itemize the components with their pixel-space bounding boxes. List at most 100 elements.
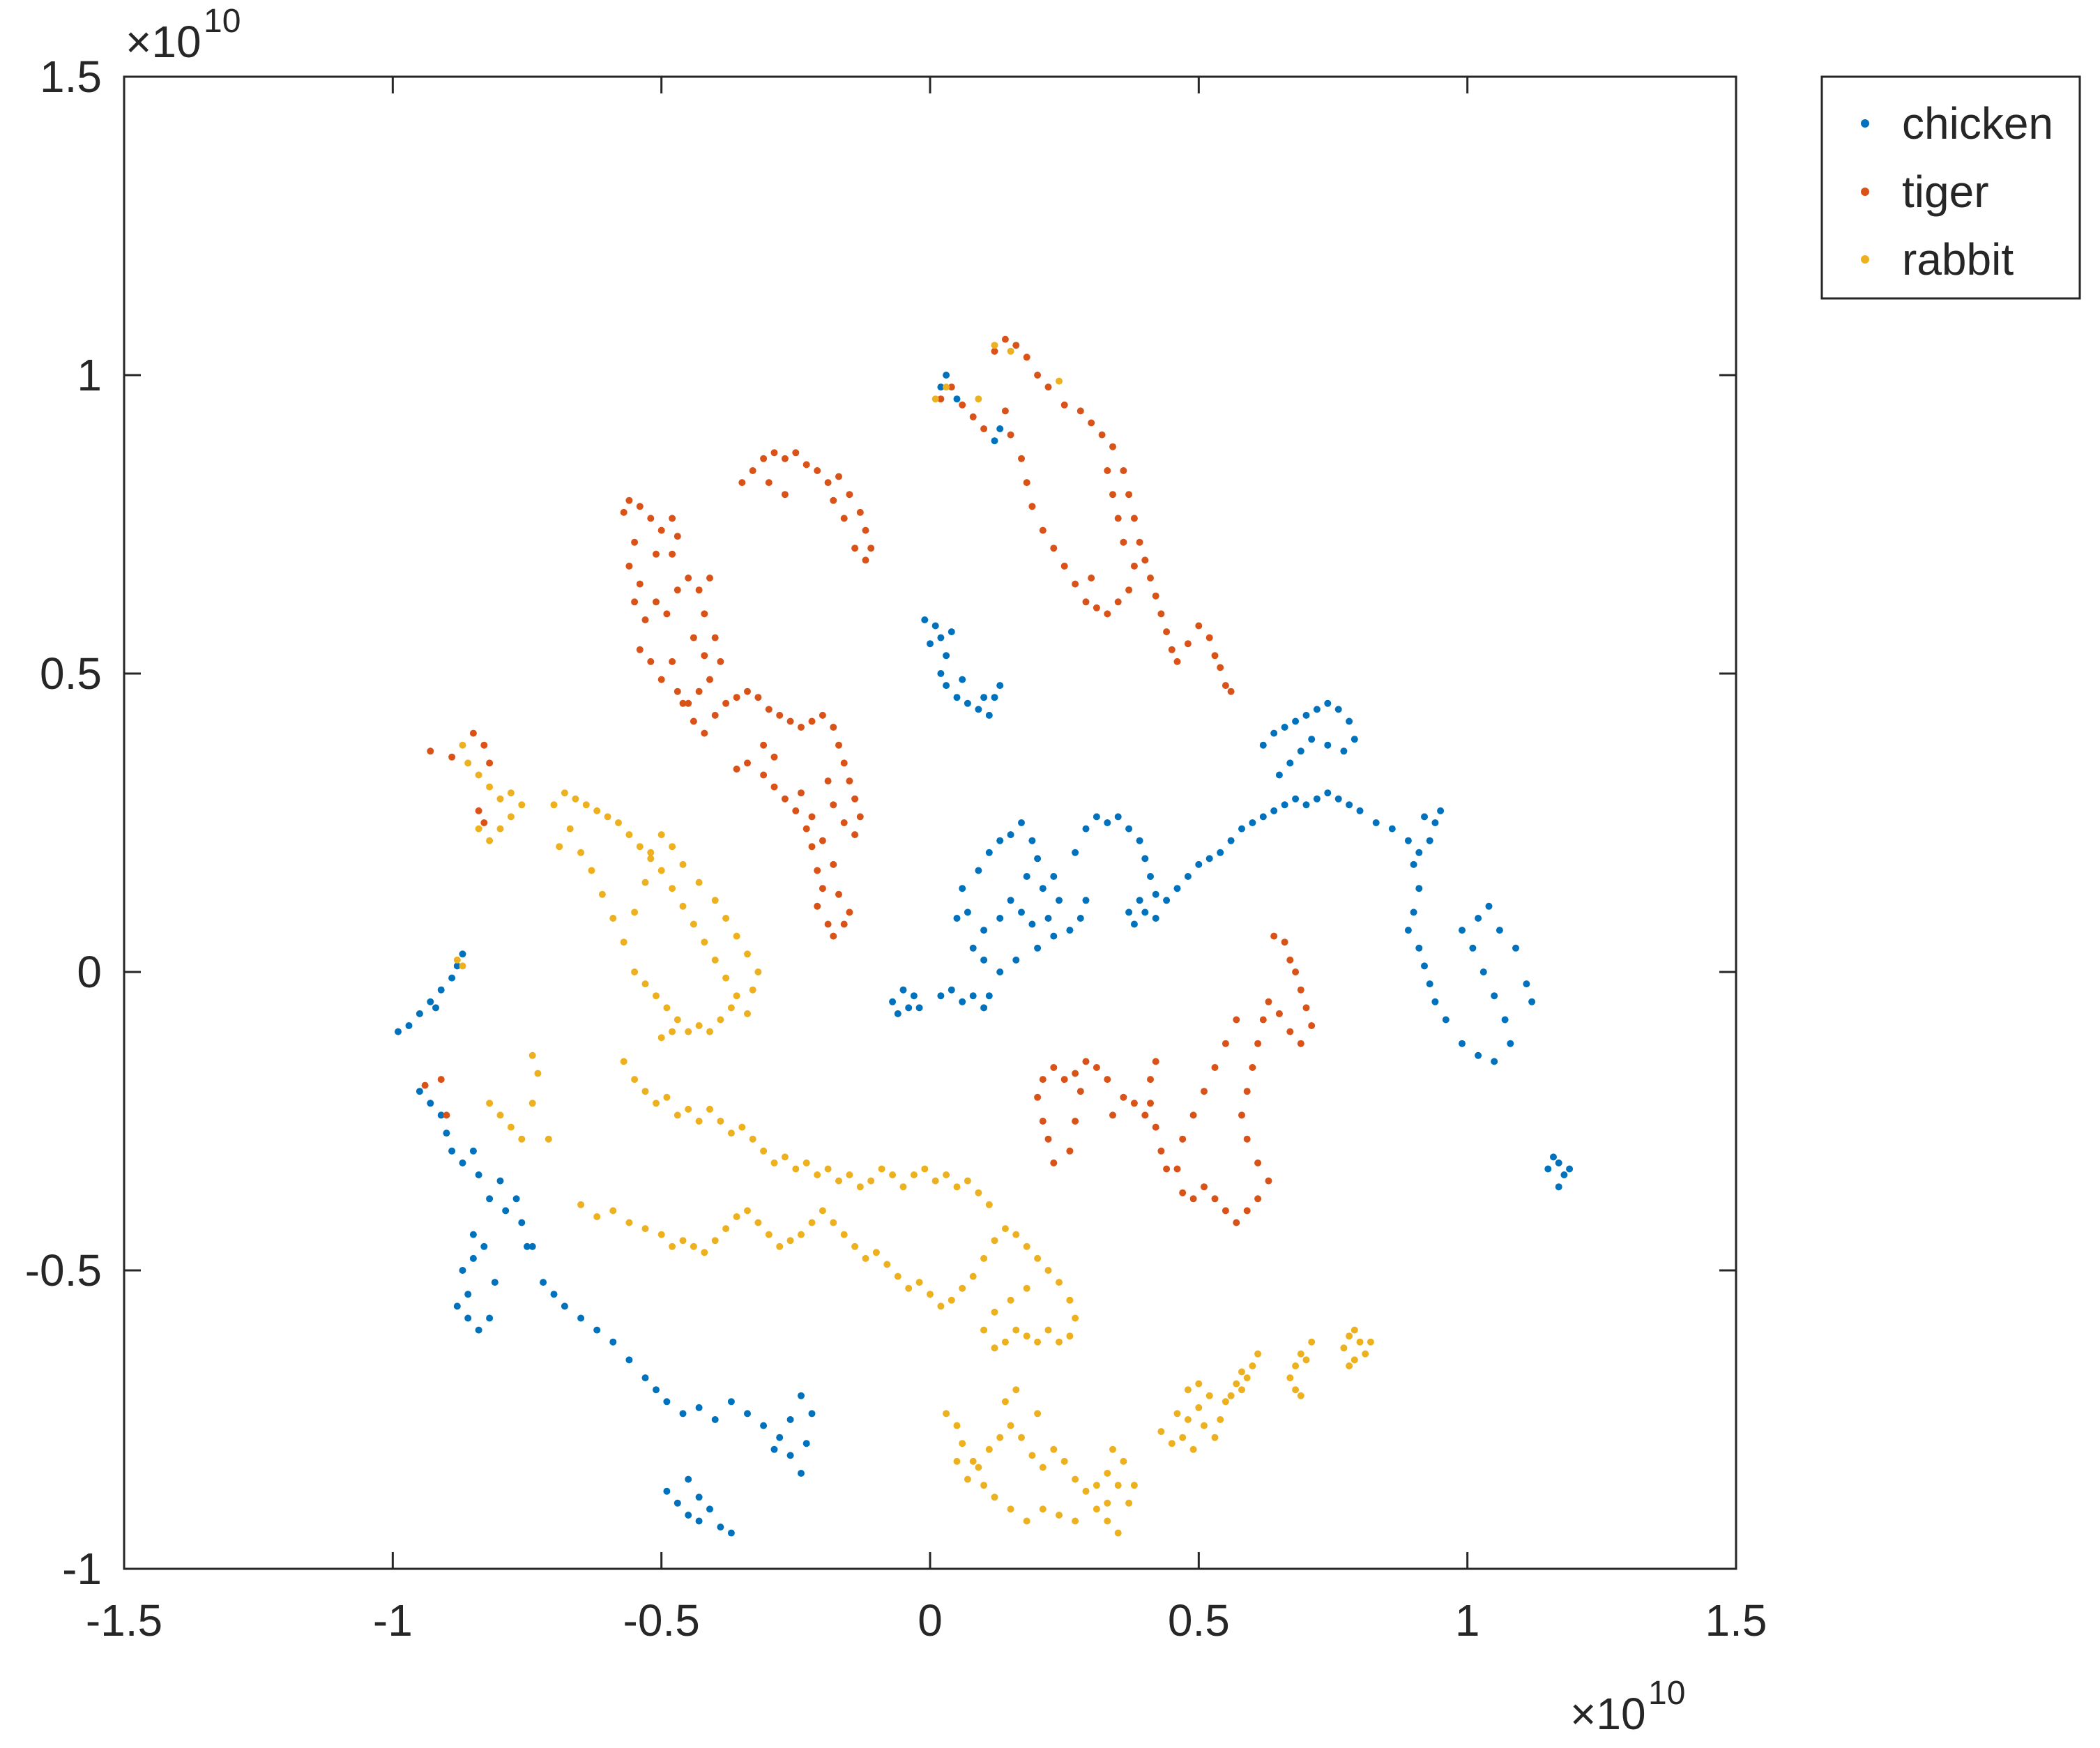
data-point-chicken <box>459 950 466 958</box>
legend-label-chicken: chicken <box>1902 98 2053 149</box>
data-point-tiger <box>830 724 837 731</box>
data-point-tiger <box>1254 1040 1262 1047</box>
data-point-chicken <box>432 1004 439 1012</box>
data-point-tiger <box>856 508 864 516</box>
data-point-rabbit <box>1205 1392 1213 1399</box>
data-point-chicken <box>1292 795 1300 803</box>
data-point-rabbit <box>598 890 606 898</box>
data-point-chicken <box>1459 927 1466 934</box>
data-point-chicken <box>1421 962 1428 970</box>
data-point-tiger <box>717 658 724 665</box>
data-point-tiger <box>792 807 800 814</box>
data-point-tiger <box>1173 658 1181 665</box>
data-point-rabbit <box>459 741 466 749</box>
data-point-rabbit <box>1217 1416 1224 1423</box>
data-point-tiger <box>1130 515 1138 522</box>
data-point-tiger <box>1082 598 1090 606</box>
data-point-chicken <box>593 1326 601 1334</box>
data-point-chicken <box>674 1499 681 1507</box>
data-point-chicken <box>776 1434 784 1441</box>
data-point-rabbit <box>776 1242 784 1250</box>
data-point-tiger <box>486 759 494 767</box>
x-axis-ticks: -1.5 -1 -0.5 0 0.5 1 1.5 <box>86 77 1767 1646</box>
data-point-chicken <box>1023 873 1030 880</box>
y-tick-label: 0.5 <box>40 648 102 699</box>
x-tick-label: -1.5 <box>86 1595 162 1646</box>
data-point-chicken <box>1281 801 1288 809</box>
legend-marker-rabbit <box>1861 255 1869 264</box>
legend-label-tiger: tiger <box>1902 167 1989 217</box>
data-point-chicken <box>1475 915 1482 922</box>
data-point-tiger <box>641 616 649 623</box>
data-point-rabbit <box>905 1284 913 1292</box>
data-point-chicken <box>1302 801 1310 809</box>
data-point-chicken <box>953 915 961 922</box>
data-point-tiger <box>711 711 719 719</box>
data-point-chicken <box>1340 747 1348 755</box>
data-point-tiger <box>625 496 633 504</box>
data-point-rabbit <box>1302 1356 1310 1364</box>
data-point-chicken <box>427 1100 434 1107</box>
data-point-rabbit <box>1007 347 1014 355</box>
data-point-rabbit <box>528 1100 536 1107</box>
data-point-rabbit <box>706 1105 713 1113</box>
data-point-tiger <box>1072 1118 1079 1125</box>
data-point-tiger <box>1039 1076 1047 1084</box>
data-point-rabbit <box>980 1482 988 1489</box>
data-point-rabbit <box>690 1242 697 1250</box>
data-point-rabbit <box>1050 1445 1058 1453</box>
data-point-chicken <box>985 711 993 719</box>
data-point-chicken <box>1007 831 1014 839</box>
data-point-rabbit <box>647 855 655 862</box>
data-point-tiger <box>1147 1076 1154 1084</box>
data-point-chicken <box>528 1242 536 1250</box>
data-point-chicken <box>915 1004 923 1012</box>
data-point-tiger <box>1238 1111 1245 1119</box>
data-point-tiger <box>695 687 703 695</box>
data-point-chicken <box>711 1416 719 1423</box>
data-point-rabbit <box>1039 1464 1047 1471</box>
data-point-rabbit <box>1356 1338 1364 1346</box>
data-point-chicken <box>1018 819 1025 826</box>
data-point-chicken <box>959 998 966 1005</box>
data-point-tiger <box>1093 1064 1100 1071</box>
data-point-tiger <box>1050 1159 1058 1166</box>
data-point-rabbit <box>749 1135 756 1143</box>
data-point-rabbit <box>1066 1296 1074 1304</box>
data-point-chicken <box>889 998 897 1005</box>
data-point-tiger <box>706 676 713 683</box>
data-point-rabbit <box>609 915 617 922</box>
data-point-rabbit <box>1007 1296 1014 1304</box>
data-point-rabbit <box>872 1249 880 1256</box>
data-point-tiger <box>443 1111 450 1119</box>
data-point-chicken <box>1485 902 1493 910</box>
data-point-chicken <box>1259 813 1267 821</box>
data-point-chicken <box>921 616 929 623</box>
data-point-rabbit <box>1023 1242 1030 1250</box>
data-point-chicken <box>964 909 971 916</box>
data-point-tiger <box>781 491 789 499</box>
data-point-chicken <box>1334 706 1342 713</box>
data-point-tiger <box>846 909 853 916</box>
data-point-chicken <box>1346 717 1353 725</box>
data-point-chicken <box>448 974 456 982</box>
data-point-chicken <box>744 1410 751 1418</box>
data-point-tiger <box>685 699 692 707</box>
data-point-rabbit <box>754 1219 762 1226</box>
data-point-tiger <box>1201 1183 1208 1191</box>
data-point-tiger <box>1050 1064 1058 1071</box>
data-point-tiger <box>636 503 644 510</box>
data-point-chicken <box>1431 998 1439 1005</box>
data-point-chicken <box>1469 944 1477 952</box>
data-point-rabbit <box>545 1135 552 1143</box>
data-point-chicken <box>802 1440 810 1447</box>
data-point-tiger <box>1050 545 1058 552</box>
data-point-rabbit <box>695 879 703 886</box>
data-point-chicken <box>1479 968 1487 975</box>
data-point-rabbit <box>894 1272 901 1280</box>
data-point-rabbit <box>711 956 719 964</box>
data-point-tiger <box>701 610 708 618</box>
data-point-chicken <box>1007 897 1014 904</box>
data-point-rabbit <box>985 1201 993 1208</box>
data-point-rabbit <box>588 867 595 874</box>
